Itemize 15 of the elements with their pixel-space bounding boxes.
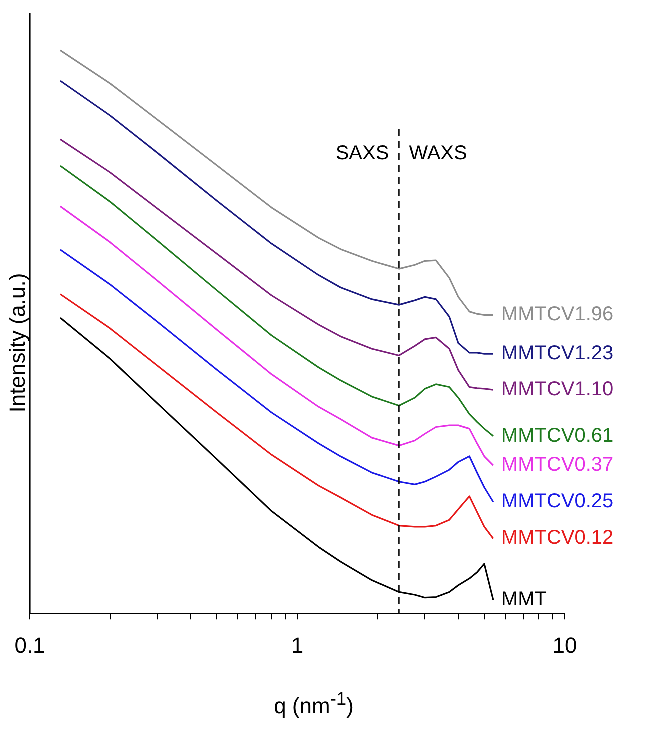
x-axis-title: q (nm$^{-1}$) bbox=[273, 688, 355, 720]
series-label: MMTCV1.23 bbox=[501, 342, 614, 365]
y-axis-title: Intensity (a.u.) bbox=[5, 272, 31, 415]
series-label: MMTCV0.37 bbox=[501, 454, 614, 476]
annotation: SAXS bbox=[336, 142, 390, 165]
series-label: MMTCV0.12 bbox=[501, 527, 614, 550]
x-tick-label: 0.1 bbox=[14, 632, 46, 658]
annotation: WAXS bbox=[409, 142, 468, 165]
series-label: MMT bbox=[501, 588, 547, 611]
series-label: MMTCV1.96 bbox=[501, 304, 614, 326]
series-label: MMTCV0.25 bbox=[501, 490, 614, 513]
x-tick-label: 10 bbox=[552, 632, 578, 658]
series-label: MMTCV0.61 bbox=[501, 424, 614, 447]
series-label: MMTCV1.10 bbox=[501, 378, 614, 401]
x-tick-label: 1 bbox=[291, 632, 304, 658]
